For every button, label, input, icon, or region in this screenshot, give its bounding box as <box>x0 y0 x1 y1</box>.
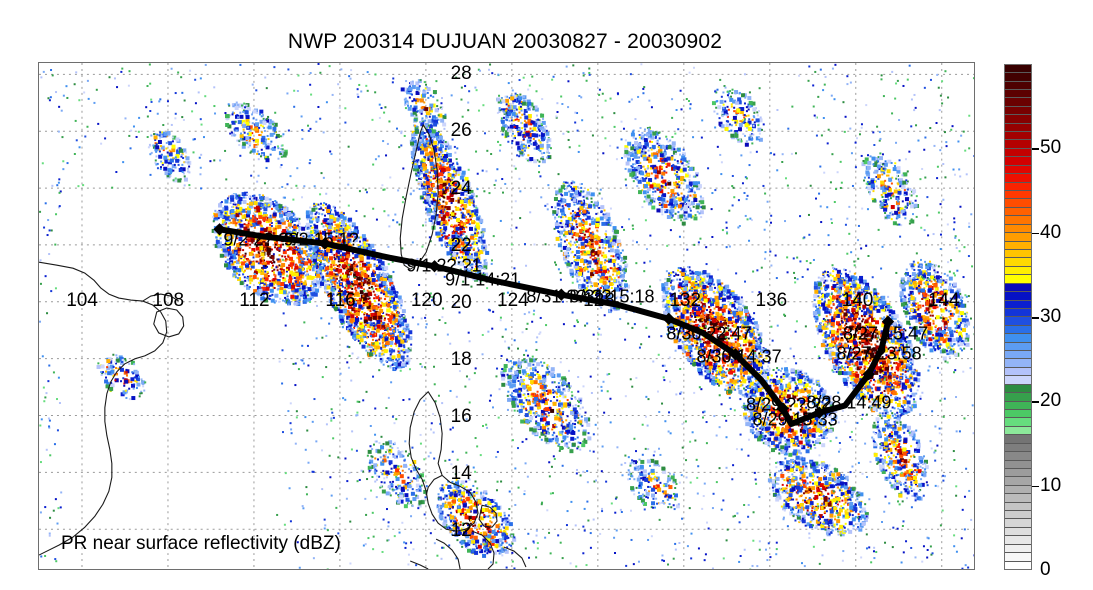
colorbar-tick-mark <box>1032 232 1039 235</box>
colorbar-segment <box>1005 418 1031 427</box>
colorbar-segment <box>1005 165 1031 175</box>
track-marker <box>881 315 895 328</box>
colorbar-tick-mark <box>1032 317 1039 319</box>
track-marker <box>555 288 568 301</box>
colorbar-segment <box>1005 216 1031 225</box>
colorbar-segment <box>1005 553 1031 562</box>
colorbar-segment <box>1005 561 1031 569</box>
colorbar-segment <box>1005 367 1031 377</box>
colorbar-segment <box>1005 544 1031 554</box>
colorbar-segment <box>1005 477 1031 486</box>
colorbar-segment <box>1005 174 1031 183</box>
colorbar-segment <box>1005 106 1031 116</box>
colorbar-tick-label: 20 <box>1040 390 1062 412</box>
colorbar-segment <box>1005 283 1031 293</box>
colorbar-segment <box>1005 536 1031 545</box>
colorbar-segment <box>1005 191 1031 200</box>
track-marker <box>862 368 875 381</box>
colorbar-segment <box>1005 233 1031 242</box>
colorbar-segment <box>1005 300 1031 309</box>
colorbar-tick-label: 10 <box>1040 474 1062 496</box>
chart-title: NWP 200314 DUJUAN 20030827 - 20030902 <box>287 30 723 53</box>
colorbar-segment <box>1005 342 1031 352</box>
colorbar-tick-label: 0 <box>1040 559 1051 580</box>
colorbar-segment <box>1005 485 1031 495</box>
colorbar-segment <box>1005 393 1031 402</box>
colorbar-segment <box>1005 452 1031 461</box>
colorbar-segment <box>1005 266 1031 276</box>
map-axes: 104 108 112 116 120 124 128 132 136 140 144 12 14 16 1… <box>38 62 975 570</box>
colorbar-segment <box>1005 308 1031 318</box>
track-marker <box>662 312 675 326</box>
colorbar-segment <box>1005 81 1031 90</box>
colorbar-segment <box>1005 115 1031 124</box>
colorbar-segment <box>1005 460 1031 469</box>
colorbar-tick-label: 30 <box>1040 306 1062 327</box>
plot-caption: PR near surface reflectivity (dBZ) <box>61 533 341 554</box>
colorbar-segment <box>1005 376 1031 385</box>
coastlines <box>39 124 527 569</box>
colorbar-segment <box>1005 64 1031 74</box>
colorbar-segment <box>1005 527 1031 537</box>
colorbar-segment <box>1005 182 1031 192</box>
colorbar-segment <box>1005 502 1031 512</box>
colorbar-tick-label: 50 <box>1040 137 1062 159</box>
colorbar-segment <box>1005 207 1031 217</box>
colorbar-segment <box>1005 98 1031 107</box>
colorbar-segment <box>1005 140 1031 149</box>
colorbar-segment <box>1005 132 1031 141</box>
colorbar-segment <box>1005 292 1031 301</box>
colorbar-segment <box>1005 435 1031 444</box>
colorbar-segment <box>1005 199 1031 208</box>
track-marker <box>729 348 742 361</box>
track-marker <box>318 237 332 250</box>
track-marker <box>776 402 789 415</box>
colorbar-segment <box>1005 89 1031 99</box>
radar-reflectivity-layer <box>39 63 974 569</box>
colorbar-segment <box>1005 401 1031 410</box>
colorbar-segment <box>1005 258 1031 267</box>
colorbar-tick-mark <box>1032 485 1039 488</box>
colorbar-segment <box>1005 511 1031 520</box>
colorbar-segment <box>1005 359 1031 368</box>
colorbar-tick-mark <box>1032 148 1039 150</box>
colorbar <box>1004 64 1032 570</box>
track-marker <box>428 260 441 273</box>
colorbar-segment <box>1005 468 1031 478</box>
colorbar-segment <box>1005 325 1031 335</box>
map-plot <box>39 63 974 569</box>
track-marker <box>813 406 826 419</box>
colorbar-segment <box>1005 73 1031 82</box>
colorbar-tick-label: 40 <box>1040 221 1062 243</box>
colorbar-segment <box>1005 334 1031 343</box>
colorbar-tick-mark <box>1032 401 1039 403</box>
colorbar-segment <box>1005 148 1031 158</box>
colorbar-segment <box>1005 275 1031 284</box>
colorbar-segment <box>1005 443 1031 453</box>
colorbar-segment <box>1005 384 1031 394</box>
colorbar-segment <box>1005 426 1031 436</box>
colorbar-segment <box>1005 409 1031 419</box>
track-marker <box>213 223 226 236</box>
colorbar-segment <box>1005 224 1031 234</box>
colorbar-segment <box>1005 494 1031 503</box>
colorbar-segment <box>1005 249 1031 259</box>
colorbar-segment <box>1005 351 1031 360</box>
colorbar-segment <box>1005 123 1031 133</box>
colorbar-segment <box>1005 241 1031 250</box>
colorbar-segment <box>1005 317 1031 326</box>
colorbar-segment <box>1005 519 1031 528</box>
colorbar-segment <box>1005 157 1031 166</box>
storm-track <box>213 223 895 428</box>
